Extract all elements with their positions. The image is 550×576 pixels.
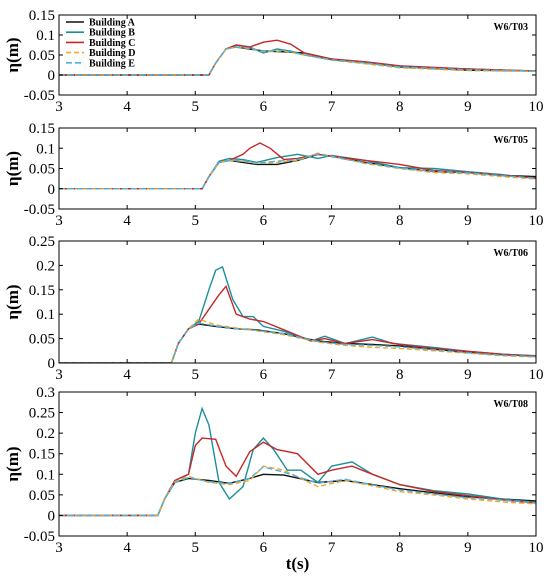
x-tick-label: 9 <box>464 540 472 556</box>
y-tick-label: 0.15 <box>29 121 55 137</box>
x-tick-label: 6 <box>260 367 268 383</box>
series-building-d-line <box>59 152 536 190</box>
series-building-c-line <box>59 437 536 517</box>
series-building-b-line <box>59 406 536 517</box>
x-tick-label: 8 <box>396 213 404 229</box>
legend-label: Building C <box>89 38 135 49</box>
x-tick-label: 6 <box>260 99 268 115</box>
y-tick-label: 0.05 <box>29 48 55 64</box>
plot-frame <box>58 391 537 537</box>
x-tick-label: 10 <box>529 540 544 556</box>
x-tick-label: 4 <box>123 213 131 229</box>
panel-tag: W6/T03 <box>494 22 528 33</box>
legend-label: Building B <box>89 28 135 39</box>
y-tick-label: 0.2 <box>36 258 55 274</box>
panel-tag: W6/T08 <box>494 399 528 410</box>
series-building-b-line <box>59 265 536 363</box>
y-tick-label: 0.25 <box>29 406 55 422</box>
series-building-d-line <box>59 318 536 363</box>
x-tick-label: 6 <box>260 540 268 556</box>
plot-frame <box>58 240 537 364</box>
x-tick-label: 9 <box>464 99 472 115</box>
y-tick-label: -0.05 <box>24 529 55 545</box>
x-tick-label: 6 <box>260 213 268 229</box>
x-tick-label: 8 <box>396 367 404 383</box>
y-tick-label: 0.2 <box>36 426 55 442</box>
y-tick-label: 0.05 <box>29 332 55 348</box>
y-tick-label: -0.05 <box>24 202 55 218</box>
x-tick-label: 7 <box>328 213 336 229</box>
y-tick-label: 0.05 <box>29 162 55 178</box>
x-tick-label: 3 <box>55 367 63 383</box>
y-tick-label: 0.3 <box>36 385 55 401</box>
x-tick-label: 7 <box>328 540 336 556</box>
y-axis-title: η(m) <box>3 446 22 481</box>
series-building-e-line <box>59 46 536 76</box>
x-tick-label: 10 <box>529 99 544 115</box>
x-tick-label: 3 <box>55 213 63 229</box>
x-tick-label: 7 <box>328 99 336 115</box>
x-tick-label: 4 <box>123 367 131 383</box>
series-building-a-line <box>59 323 536 363</box>
x-tick-label: 3 <box>55 540 63 556</box>
panel-tag: W6/T06 <box>494 248 528 259</box>
x-tick-label: 10 <box>529 213 544 229</box>
x-tick-label: 8 <box>396 99 404 115</box>
y-tick-label: 0 <box>48 68 56 84</box>
panel-3: 3 4 5 6 7 8 9 10 0 0.05 0.1 0.15 0.2 0.25 η(m) W6/T06 <box>3 234 544 383</box>
y-tick-label: 0.1 <box>36 28 55 44</box>
x-tick-label: 10 <box>529 367 544 383</box>
series-building-c-line <box>59 142 536 190</box>
legend-label: Building E <box>89 58 135 69</box>
y-tick-label: 0.1 <box>36 467 55 483</box>
plot-frame <box>58 127 537 210</box>
y-tick-label: 0.15 <box>29 283 55 299</box>
y-tick-label: 0 <box>48 356 56 372</box>
y-tick-label: 0.15 <box>29 447 55 463</box>
legend-label: Building A <box>89 18 136 29</box>
x-tick-label: 9 <box>464 213 472 229</box>
y-tick-label: 0.05 <box>29 488 55 504</box>
panel-1: 3 4 5 6 7 8 9 10 -0.05 0 0.05 0.1 0.15 η(m) W6/T03 Buil… <box>3 8 544 115</box>
x-tick-label: 4 <box>123 540 131 556</box>
x-tick-label: 8 <box>396 540 404 556</box>
legend-label: Building D <box>89 48 135 59</box>
x-tick-label: 5 <box>192 367 200 383</box>
series-building-c-line <box>59 285 536 363</box>
x-tick-label: 5 <box>192 213 200 229</box>
y-tick-label: 0.1 <box>36 141 55 157</box>
y-axis-title: η(m) <box>3 284 22 319</box>
x-tick-label: 3 <box>55 99 63 115</box>
x-tick-label: 5 <box>192 99 200 115</box>
y-tick-label: -0.05 <box>24 88 55 104</box>
x-tick-label: 7 <box>328 367 336 383</box>
series-building-d-line <box>59 465 536 517</box>
y-axis-title: η(m) <box>3 151 22 186</box>
panel-4: 3 4 5 6 7 8 9 10 -0.05 0 0.05 0.1 0.15 0.2 0.25 0.3 η(m)… <box>3 385 544 573</box>
series-building-e-line <box>59 466 536 517</box>
y-axis-title: η(m) <box>3 37 22 72</box>
y-tick-label: 0.15 <box>29 8 55 24</box>
y-tick-label: 0 <box>48 508 56 524</box>
series-building-e-line <box>59 322 536 363</box>
panel-2: 3 4 5 6 7 8 9 10 -0.05 0 0.05 0.1 0.15 η(m) W6/T05 <box>3 121 544 229</box>
x-tick-label: 9 <box>464 367 472 383</box>
panel-tag: W6/T05 <box>494 135 528 146</box>
y-tick-label: 0.25 <box>29 234 55 250</box>
x-tick-label: 4 <box>123 99 131 115</box>
x-tick-label: 5 <box>192 540 200 556</box>
y-tick-label: 0 <box>48 182 56 198</box>
series-building-e-line <box>59 153 536 190</box>
x-axis-title: t(s) <box>286 554 310 573</box>
y-tick-label: 0.1 <box>36 307 55 323</box>
